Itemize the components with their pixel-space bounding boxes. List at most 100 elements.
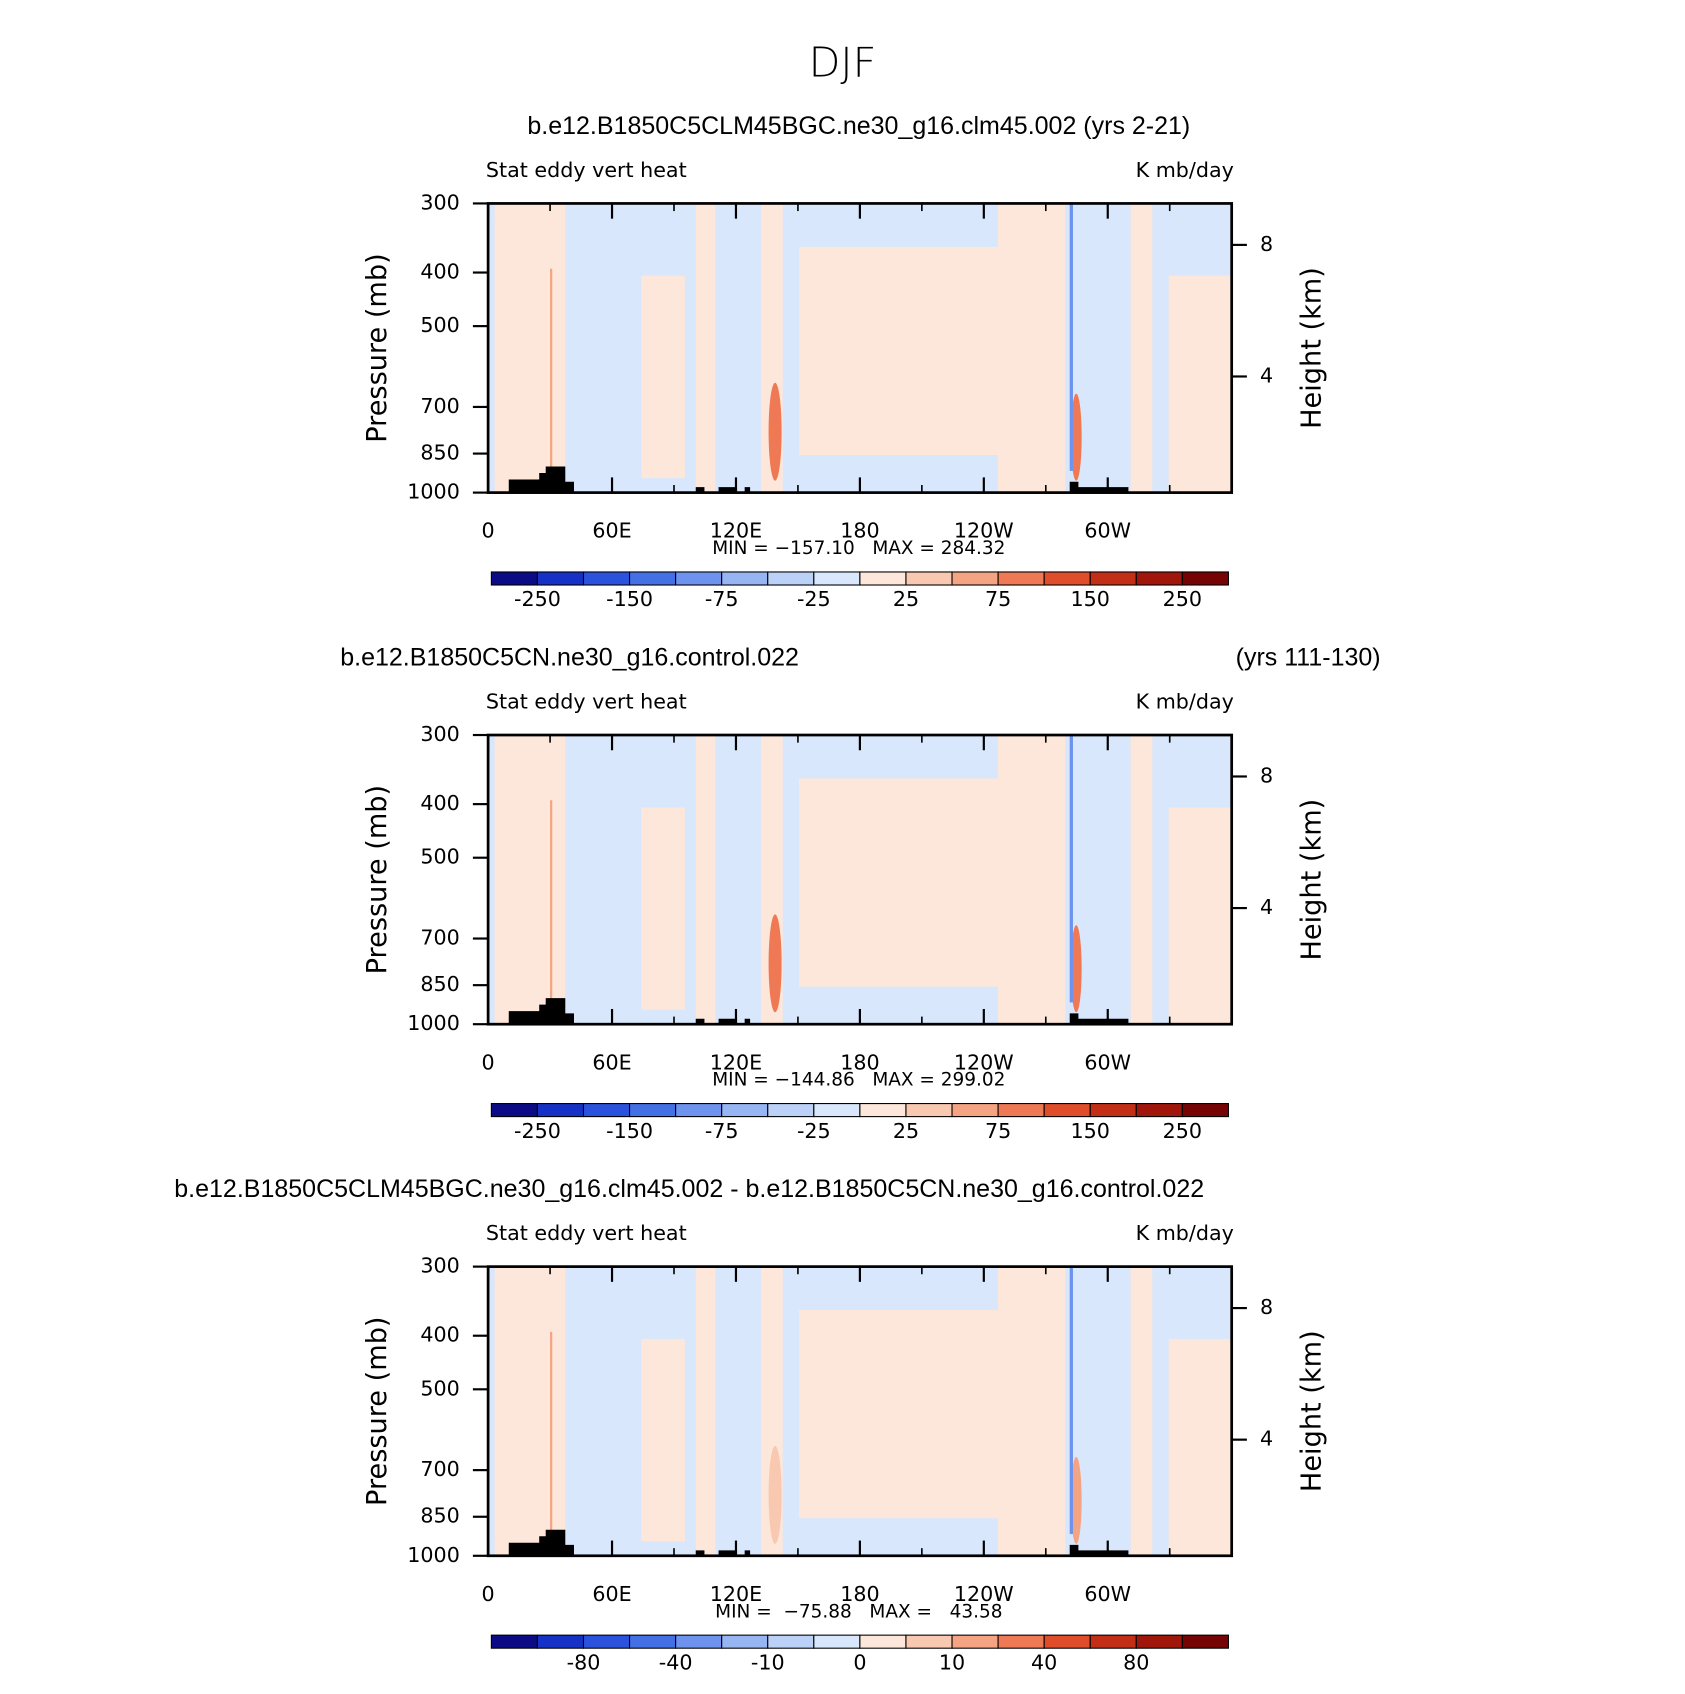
y2-tick-label: 8 — [1260, 1295, 1273, 1319]
colorbar-label: -150 — [606, 1119, 653, 1143]
colorbar-box — [997, 571, 1045, 586]
colorbar-label: 0 — [853, 1650, 866, 1674]
contour-shading — [768, 1445, 782, 1544]
colorbar-box — [813, 571, 861, 586]
contour-shading — [1069, 203, 1073, 471]
x-tick-label: 120E — [710, 1050, 762, 1074]
colorbar-box — [582, 1634, 631, 1649]
colorbar-box — [1181, 1103, 1229, 1118]
colorbar-box — [905, 1634, 953, 1649]
contour-shading — [997, 203, 1066, 493]
topography — [508, 998, 1129, 1025]
colorbar-box — [997, 1634, 1045, 1649]
colorbar-box — [1089, 1103, 1137, 1118]
contour-shading — [997, 735, 1066, 1025]
colorbar-box — [1135, 1103, 1183, 1118]
colorbar-label: -250 — [514, 587, 561, 611]
contour-shading — [768, 914, 782, 1013]
contour-shading — [1070, 1456, 1082, 1544]
contour-shading — [1130, 1266, 1153, 1556]
y2-axis-label: Height (km) — [1297, 799, 1328, 961]
contour-shading — [1130, 735, 1153, 1025]
contour-shading — [1070, 393, 1082, 481]
colorbar-box — [582, 571, 631, 586]
topography — [508, 466, 1129, 493]
colorbar-box — [675, 571, 723, 586]
colorbar-box — [1089, 571, 1137, 586]
left-label: Stat eddy vert heat — [486, 689, 687, 713]
colorbar-box — [813, 1634, 861, 1649]
x-tick-label: 120E — [710, 519, 762, 543]
panel-title: b.e12.B1850C5CLM45BGC.ne30_g16.clm45.002… — [527, 112, 1190, 140]
y-tick-label: 850 — [420, 1504, 459, 1528]
contour-shading — [1069, 1266, 1073, 1535]
colorbar-box — [951, 1634, 999, 1649]
colorbar-label: 25 — [893, 1119, 919, 1143]
colorbar-box — [1181, 1634, 1229, 1649]
contour-shading — [1168, 807, 1232, 1025]
contour-shading — [768, 382, 782, 481]
min-max: MIN = −144.86 MAX = 299.02 — [712, 1070, 1005, 1091]
colorbar-box — [629, 571, 677, 586]
y-axis-label: Pressure (mb) — [362, 1316, 393, 1505]
y-tick-label: 400 — [420, 791, 459, 815]
x-tick-label: 0 — [482, 1582, 495, 1606]
colorbar-box — [951, 571, 999, 586]
contour-shading — [641, 807, 685, 1010]
panel-title: b.e12.B1850C5CLM45BGC.ne30_g16.clm45.002… — [174, 1175, 1204, 1203]
colorbar-box — [859, 1634, 907, 1649]
contour-shading — [695, 735, 716, 1025]
panel: b.e12.B1850C5CN.ne30_g16.control.022 (yrs… — [340, 644, 1380, 1143]
colorbar-label: -80 — [567, 1650, 601, 1674]
contour-shading — [1168, 1338, 1232, 1556]
y2-tick-label: 4 — [1260, 895, 1273, 919]
left-label: Stat eddy vert heat — [486, 1221, 687, 1245]
colorbar-label: 75 — [985, 587, 1011, 611]
contour-shading — [494, 735, 566, 1025]
colorbar-box — [859, 571, 907, 586]
colorbar-box — [767, 1103, 815, 1118]
colorbar-box — [767, 1634, 815, 1649]
x-tick-label: 60W — [1084, 1050, 1131, 1074]
contour-shading — [695, 203, 716, 493]
x-tick-label: 120W — [954, 1582, 1014, 1606]
x-tick-label: 120W — [954, 1050, 1014, 1074]
colorbar-label: -10 — [751, 1650, 785, 1674]
y-tick-label: 700 — [420, 394, 459, 418]
y2-axis-label: Height (km) — [1297, 267, 1328, 429]
contour-shading — [494, 203, 566, 493]
colorbar-box — [767, 571, 815, 586]
x-tick-label: 0 — [482, 519, 495, 543]
colorbar-box — [675, 1103, 723, 1118]
x-tick-label: 60W — [1084, 519, 1131, 543]
x-tick-label: 180 — [840, 1582, 879, 1606]
colorbar-label: 25 — [893, 587, 919, 611]
colorbar-box — [629, 1634, 677, 1649]
y-tick-label: 700 — [420, 1457, 459, 1481]
contour-shading — [641, 275, 685, 479]
colorbar-box — [813, 1103, 861, 1118]
y-tick-label: 850 — [420, 441, 459, 465]
y-tick-label: 300 — [420, 190, 459, 214]
y-tick-label: 1000 — [407, 1543, 460, 1567]
x-tick-label: 120E — [710, 1582, 762, 1606]
colorbar-box — [536, 1634, 585, 1649]
y-axis-label: Pressure (mb) — [362, 253, 393, 442]
contour-shading — [1070, 925, 1082, 1013]
y-tick-label: 500 — [420, 313, 459, 337]
x-tick-label: 60E — [592, 1050, 631, 1074]
x-tick-label: 120W — [954, 519, 1014, 543]
contour-shading — [550, 1331, 553, 1535]
colorbar-label: 40 — [1031, 1650, 1057, 1674]
figure-title: DJF — [809, 38, 877, 86]
colorbar-box — [582, 1103, 631, 1118]
y2-tick-label: 8 — [1260, 763, 1273, 787]
contour-shading — [799, 778, 1011, 987]
colorbar-box — [905, 1103, 953, 1118]
y2-tick-label: 4 — [1260, 363, 1273, 387]
colorbar-box — [721, 1103, 769, 1118]
colorbar-label: 150 — [1071, 1119, 1110, 1143]
colorbar-label: 250 — [1163, 1119, 1202, 1143]
